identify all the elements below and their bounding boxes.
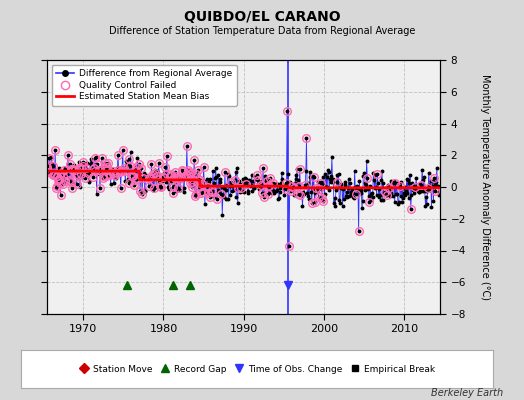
Legend: Difference from Regional Average, Quality Control Failed, Estimated Station Mean: Difference from Regional Average, Qualit…	[52, 64, 236, 106]
Text: Berkeley Earth: Berkeley Earth	[431, 388, 503, 398]
Y-axis label: Monthly Temperature Anomaly Difference (°C): Monthly Temperature Anomaly Difference (…	[480, 74, 490, 300]
Text: QUIBDO/EL CARANO: QUIBDO/EL CARANO	[184, 10, 340, 24]
Legend: Station Move, Record Gap, Time of Obs. Change, Empirical Break: Station Move, Record Gap, Time of Obs. C…	[75, 361, 439, 377]
Text: Difference of Station Temperature Data from Regional Average: Difference of Station Temperature Data f…	[109, 26, 415, 36]
